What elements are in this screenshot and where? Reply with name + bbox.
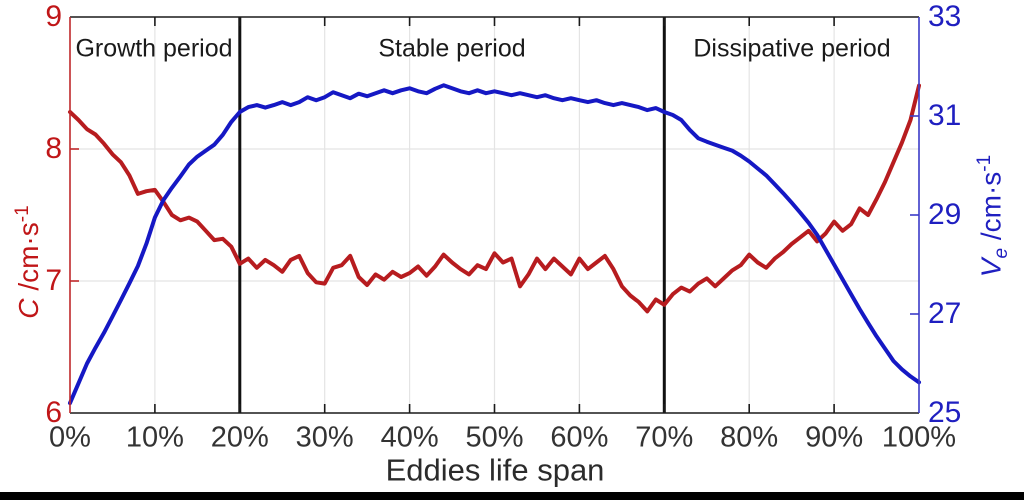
x-tick-label: 0% [49,421,91,454]
x-tick-label: 20% [210,421,269,454]
left-y-tick-label: 7 [45,264,62,297]
figure-bottom-border [0,492,1024,500]
left-axis-symbol: C [13,298,45,319]
x-tick-label: 50% [465,421,524,454]
x-axis-label: Eddies life span [385,452,605,488]
c-curve [68,83,921,314]
right-y-tick-label: 27 [928,297,962,330]
left-y-axis-label: C /cm·s-1 [11,205,45,319]
annotation-stable-period: Stable period [378,34,526,63]
left-y-tick-label: 9 [45,0,62,33]
x-tick-label: 80% [720,421,779,454]
right-axis-unit: /cm·s [975,171,1007,248]
x-tick-label: 100% [881,421,957,454]
x-tick-label: 60% [550,421,609,454]
x-tick-label: 70% [635,421,694,454]
right-y-axis-label: Ve /cm·s-1 [974,154,1012,278]
right-axis-symbol: V [975,258,1007,278]
x-tick-label: 90% [805,421,864,454]
right-y-tick-label: 31 [928,99,962,132]
right-axis-exponent: -1 [974,154,996,172]
annotation-dissipative-period: Dissipative period [693,34,891,63]
x-tick-label: 40% [380,421,439,454]
right-y-tick-label: 25 [928,396,962,429]
annotation-growth-period: Growth period [75,34,233,63]
right-y-tick-label: 29 [928,198,962,231]
x-tick-label: 10% [125,421,184,454]
left-axis-unit: /cm·s [13,222,45,299]
left-y-tick-label: 8 [45,132,62,165]
ve-curve [68,83,921,406]
right-y-tick-label: 33 [928,0,962,33]
right-axis-subscript: e [990,247,1012,259]
left-y-tick-label: 6 [45,396,62,429]
x-tick-label: 30% [295,421,354,454]
left-axis-exponent: -1 [11,205,33,223]
